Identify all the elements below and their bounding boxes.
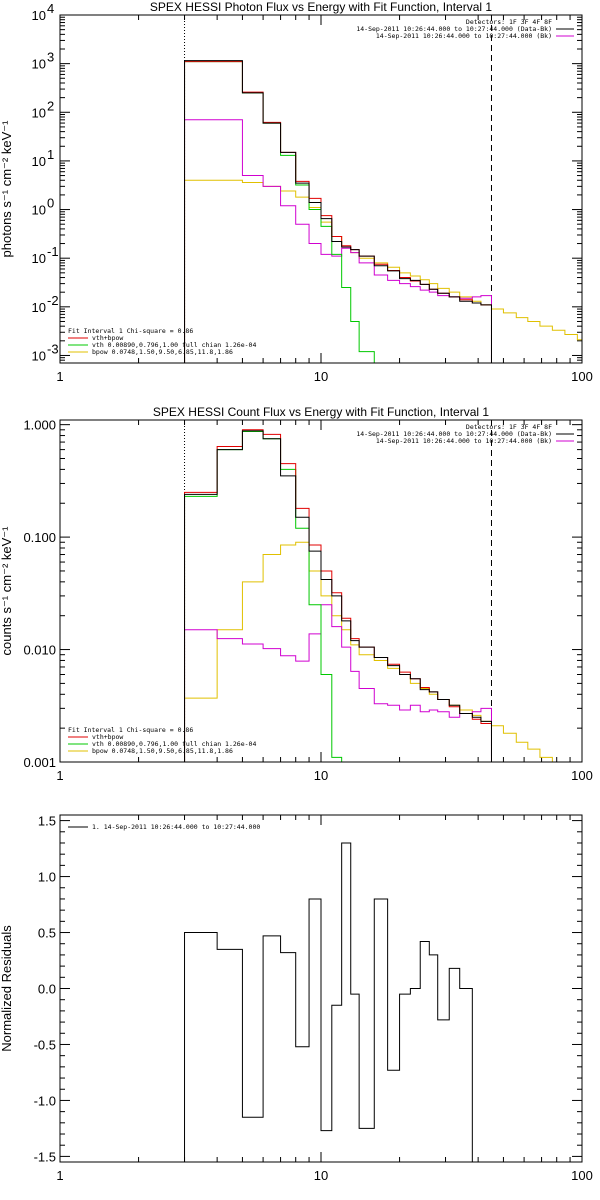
legend-entry: 14-Sep-2011 10:26:44.000 to 10:27:44.000… xyxy=(356,430,552,438)
y-tick-label: -0.5 xyxy=(34,1037,56,1052)
y-tick-label: 0.001 xyxy=(23,755,56,770)
x-tick-label: 1 xyxy=(56,1168,63,1183)
x-tick-label: 10 xyxy=(314,1168,328,1183)
y-tick-exponent: 0 xyxy=(47,196,54,211)
plot-frame xyxy=(59,814,583,1163)
chart-title: SPEX HESSI Count Flux vs Energy with Fit… xyxy=(153,405,489,419)
legend-entry: Detectors: 1F 3F 4F 8F xyxy=(466,18,552,26)
legend-entry: Fit Interval 1 Chi-square = 0.86 xyxy=(68,726,193,734)
legend-entry: 14-Sep-2011 10:26:44.000 to 10:27:44.000… xyxy=(356,25,552,33)
y-tick-label: -1.0 xyxy=(34,1093,56,1108)
series-bpow xyxy=(184,541,582,762)
y-tick-exponent: 1 xyxy=(47,147,54,162)
x-tick-label: 100 xyxy=(571,768,593,783)
y-tick-label: 10 xyxy=(32,8,46,23)
legend-left: Fit Interval 1 Chi-square = 0.86vth+bpow… xyxy=(68,726,256,755)
y-axis-label: Normalized Residuals xyxy=(0,925,14,1052)
x-tick-label: 100 xyxy=(571,369,593,384)
y-tick-label: 10 xyxy=(32,105,46,120)
y-tick-label: 10 xyxy=(32,154,46,169)
x-tick-label: 10 xyxy=(314,768,328,783)
series-vth xyxy=(184,430,351,762)
x-tick-label: 10 xyxy=(314,369,328,384)
y-tick-exponent: -1 xyxy=(47,244,59,259)
y-tick-label: 10 xyxy=(32,300,46,315)
legend-entry: Detectors: 1F 3F 4F 8F xyxy=(466,423,552,431)
y-tick-label: 0.010 xyxy=(23,643,56,658)
x-axis-ticks: 1 10 100 xyxy=(56,815,593,1183)
y-axis-label: photons s⁻¹ cm⁻² keV⁻¹ xyxy=(0,120,14,258)
chart-panel-1: SPEX HESSI Photon Flux vs Energy with Fi… xyxy=(0,0,593,384)
plot-frame xyxy=(59,419,583,763)
y-tick-label: 10 xyxy=(32,57,46,72)
y-tick-label: 0.100 xyxy=(23,530,56,545)
legend-entry: 1. 14-Sep-2011 10:26:44.000 to 10:27:44.… xyxy=(92,823,260,831)
series-vth xyxy=(184,61,388,363)
legend-entry: vth 0.00890,0.796,1.00 full chian 1.26e-… xyxy=(92,341,256,349)
series-data xyxy=(184,430,492,762)
plot-frame xyxy=(59,14,583,364)
legend-entry: 14-Sep-2011 10:26:44.000 to 10:27:44.000… xyxy=(376,32,552,40)
legend-entry: Fit Interval 1 Chi-square = 0.86 xyxy=(68,327,193,335)
chart-panel-3: Normalized Residuals 1 10 100 1.5 1.0 0.5 0.0 -0… xyxy=(0,814,593,1183)
legend-entry: vth+bpow xyxy=(92,733,123,741)
legend-entry: bpow 0.0748,1.50,9.50,6.85,11.8,1.86 xyxy=(92,747,233,755)
y-axis-ticks: 0.001 0.010 0.100 1.000 xyxy=(23,418,582,770)
y-axis-label: counts s⁻¹ cm⁻² keV⁻¹ xyxy=(0,526,14,656)
x-tick-label: 100 xyxy=(571,1168,593,1183)
y-tick-label: 1.0 xyxy=(38,870,56,885)
legend-entry: vth+bpow xyxy=(92,334,123,342)
legend-entry: bpow 0.0748,1.50,9.50,6.85,11.8,1.86 xyxy=(92,348,233,356)
chart-panel-2: SPEX HESSI Count Flux vs Energy with Fit… xyxy=(0,405,593,783)
legend-left: 1. 14-Sep-2011 10:26:44.000 to 10:27:44.… xyxy=(68,823,260,831)
y-tick-exponent: 4 xyxy=(47,1,54,16)
y-tick-label: 10 xyxy=(32,203,46,218)
series-bpow xyxy=(184,179,582,363)
series-background xyxy=(184,604,492,762)
legend-entry: vth 0.00890,0.796,1.00 full chian 1.26e-… xyxy=(92,740,256,748)
y-tick-label: 0.0 xyxy=(38,982,56,997)
legend-entry: 14-Sep-2011 10:26:44.000 to 10:27:44.000… xyxy=(376,437,552,445)
y-tick-label: 10 xyxy=(32,251,46,266)
y-tick-label: 10 xyxy=(32,348,46,363)
y-tick-label: -1.5 xyxy=(34,1149,56,1164)
y-tick-exponent: 3 xyxy=(47,50,54,65)
y-tick-label: 1.5 xyxy=(38,814,56,829)
series-data xyxy=(184,60,492,363)
y-tick-label: 1.000 xyxy=(23,418,56,433)
series-residuals xyxy=(184,842,473,1162)
series-model_total xyxy=(184,61,492,363)
y-tick-label: 0.5 xyxy=(38,926,56,941)
x-tick-label: 1 xyxy=(56,768,63,783)
y-tick-exponent: -3 xyxy=(47,341,59,356)
legend-left: Fit Interval 1 Chi-square = 0.86vth+bpow… xyxy=(68,327,256,356)
x-tick-label: 1 xyxy=(56,369,63,384)
y-tick-exponent: 2 xyxy=(47,98,54,113)
chart-title: SPEX HESSI Photon Flux vs Energy with Fi… xyxy=(150,0,492,14)
y-axis-ticks: 1.5 1.0 0.5 0.0 -0.5 -1.0 -1.5 xyxy=(34,814,582,1164)
y-tick-exponent: -2 xyxy=(47,293,59,308)
